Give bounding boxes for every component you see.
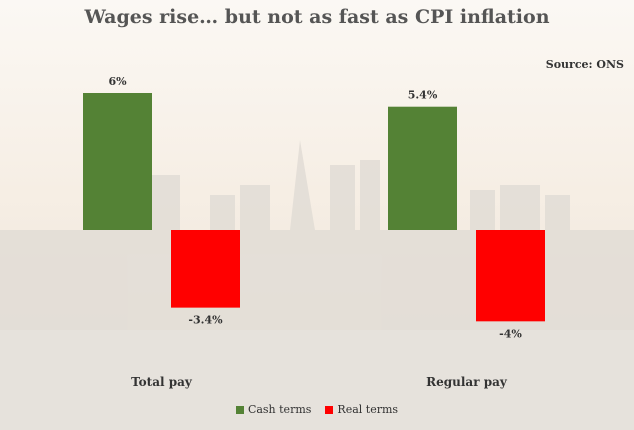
legend-item-cash: Cash terms xyxy=(235,403,312,416)
labels-group: 6% -3.4% Total pay 5.4% -4% Regular pay xyxy=(108,75,522,389)
category-label: Regular pay xyxy=(426,375,508,389)
legend-label-cash: Cash terms xyxy=(247,403,312,416)
legend-item-real: Real terms xyxy=(325,403,398,416)
data-label: 5.4% xyxy=(408,89,438,102)
data-label: -4% xyxy=(499,327,522,340)
bar-real-total-pay xyxy=(171,230,240,308)
bar-cash-total-pay xyxy=(83,93,152,230)
legend-swatch-cash xyxy=(235,405,244,414)
data-label: -3.4% xyxy=(188,314,223,327)
data-label: 6% xyxy=(108,75,127,88)
chart-title: Wages rise… but not as fast as CPI infla… xyxy=(84,6,550,28)
bar-cash-regular-pay xyxy=(388,106,457,230)
bar-real-regular-pay xyxy=(476,230,545,322)
legend-label-real: Real terms xyxy=(337,403,399,416)
category-label: Total pay xyxy=(131,375,193,389)
legend-swatch-real xyxy=(325,405,334,414)
bars-group xyxy=(83,93,545,322)
legend: Cash terms Real terms xyxy=(0,403,634,416)
source-note: Source: ONS xyxy=(545,58,624,71)
